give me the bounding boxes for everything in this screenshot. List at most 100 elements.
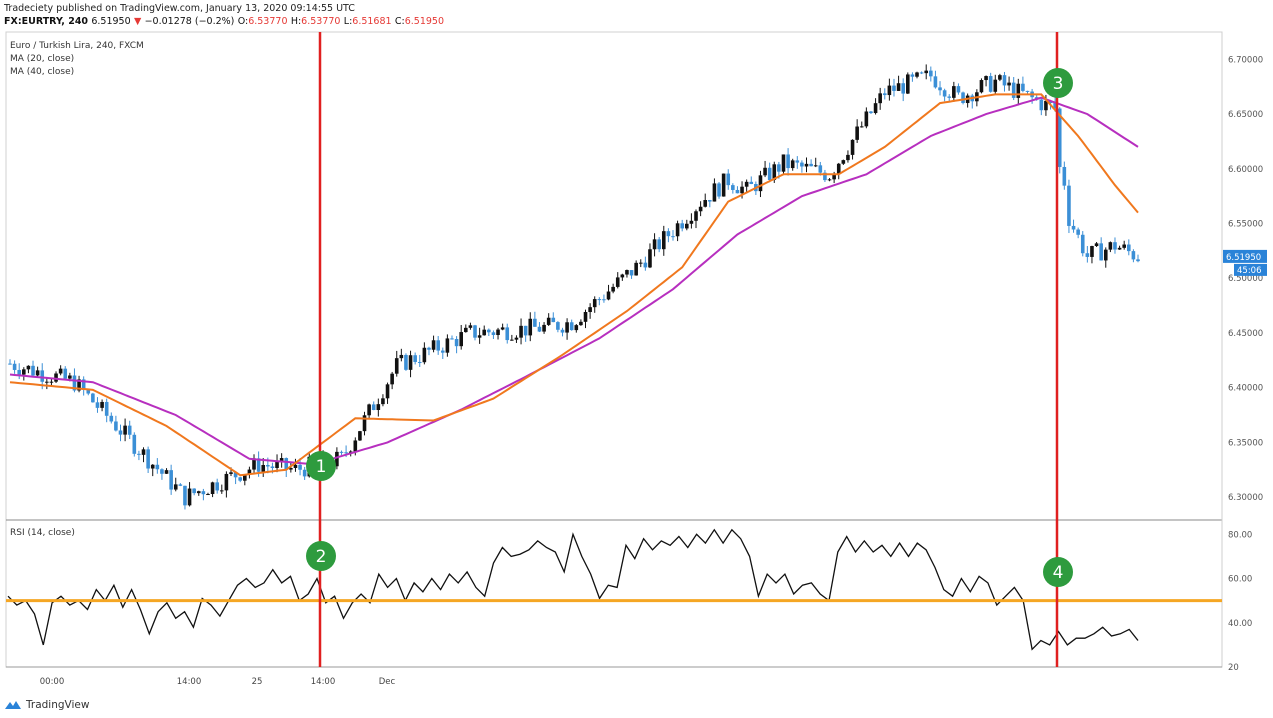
candle-body [17, 369, 22, 375]
candle-body [850, 139, 855, 155]
candle-body [293, 464, 298, 468]
candle-body [648, 249, 652, 268]
candle-body [1080, 234, 1085, 254]
candle-body [841, 160, 846, 164]
candle-body [892, 85, 896, 91]
candle-body [767, 167, 772, 180]
candle-body [864, 111, 869, 127]
current-price-bg [1223, 249, 1267, 263]
candle-body [671, 236, 675, 238]
time-tick-label: 14:00 [177, 677, 202, 687]
candle-body [855, 126, 859, 140]
candle-body [500, 327, 505, 330]
candle-body [823, 172, 827, 181]
candles-group [8, 64, 1140, 510]
candle-body [1131, 251, 1136, 260]
candle-body [385, 384, 390, 399]
candle-body [988, 76, 993, 92]
price-tick-label: 6.55000 [1228, 220, 1263, 230]
candle-body [261, 464, 266, 472]
candle-body [1067, 185, 1071, 226]
candle-body [1011, 82, 1016, 98]
candle-body [91, 393, 95, 403]
candle-body [81, 379, 86, 390]
candle-body [537, 326, 542, 332]
symbol-label: FX:EURTRY, 240 [4, 16, 89, 27]
candle-body [201, 491, 206, 495]
countdown-label: 45:06 [1237, 266, 1262, 276]
candle-body [413, 355, 417, 362]
candle-body [602, 299, 606, 301]
candle-body [1021, 83, 1025, 91]
candle-body [611, 286, 615, 292]
candle-body [238, 477, 243, 481]
candle-body [477, 335, 482, 338]
candle-body [77, 379, 81, 391]
candle-body [583, 312, 588, 322]
candle-body [657, 239, 661, 250]
candle-body [454, 338, 459, 347]
candle-body [390, 373, 394, 385]
candle-body [740, 186, 744, 194]
candle-body [302, 469, 307, 477]
candle-body [367, 404, 371, 416]
candle-body [1053, 103, 1057, 109]
candle-body [252, 458, 256, 470]
candle-body [243, 474, 247, 481]
candle-body [606, 291, 611, 300]
candle-body [620, 274, 625, 278]
candle-body [929, 70, 933, 77]
candle-body [758, 175, 763, 192]
candle-body [150, 464, 155, 469]
price-tick-label: 6.60000 [1228, 165, 1263, 175]
candle-body [924, 70, 929, 74]
candle-body [661, 231, 666, 250]
candle-body [749, 181, 754, 184]
candle-body [68, 375, 72, 379]
price-tick-label: 6.70000 [1228, 55, 1263, 65]
candle-body [12, 363, 17, 370]
candle-body [427, 347, 431, 350]
candle-body [1099, 243, 1103, 261]
candle-body [132, 434, 137, 454]
candle-body [394, 358, 399, 374]
candle-body [643, 262, 648, 268]
candle-body [574, 325, 579, 331]
candle-body [104, 401, 109, 416]
candle-body [371, 404, 376, 410]
candle-body [514, 337, 519, 340]
candle-body [54, 373, 58, 382]
candle-body [206, 494, 210, 496]
candle-body [72, 375, 77, 391]
candle-body [482, 329, 487, 336]
candle-body [100, 401, 104, 408]
candle-body [910, 74, 915, 77]
tradingview-footer[interactable]: TradingView [4, 699, 89, 711]
candle-body [878, 93, 882, 104]
candle-body [652, 239, 657, 250]
candle-body [348, 451, 353, 453]
candle-body [491, 332, 496, 336]
symbol-quote-line: FX:EURTRY, 240 6.51950 ▼ −0.01278 (−0.2%… [4, 16, 444, 27]
open-value: 6.53770 [248, 16, 288, 27]
candle-body [735, 189, 740, 194]
candle-body [496, 329, 500, 336]
candle-body [1057, 108, 1062, 167]
candle-body [519, 325, 523, 338]
candle-body [146, 449, 150, 469]
candle-body [1122, 244, 1126, 248]
candle-body [339, 451, 344, 453]
candle-body [809, 163, 813, 167]
last-price: 6.51950 [91, 16, 131, 27]
candle-body [63, 368, 68, 379]
candle-body [58, 368, 63, 374]
candle-body [459, 332, 463, 347]
candle-body [1117, 247, 1122, 250]
candle-body [362, 415, 367, 432]
candle-body [1025, 90, 1030, 92]
tradingview-brand: TradingView [26, 699, 90, 711]
candle-body [556, 322, 560, 330]
candle-body [160, 469, 164, 474]
candle-body [344, 452, 348, 454]
